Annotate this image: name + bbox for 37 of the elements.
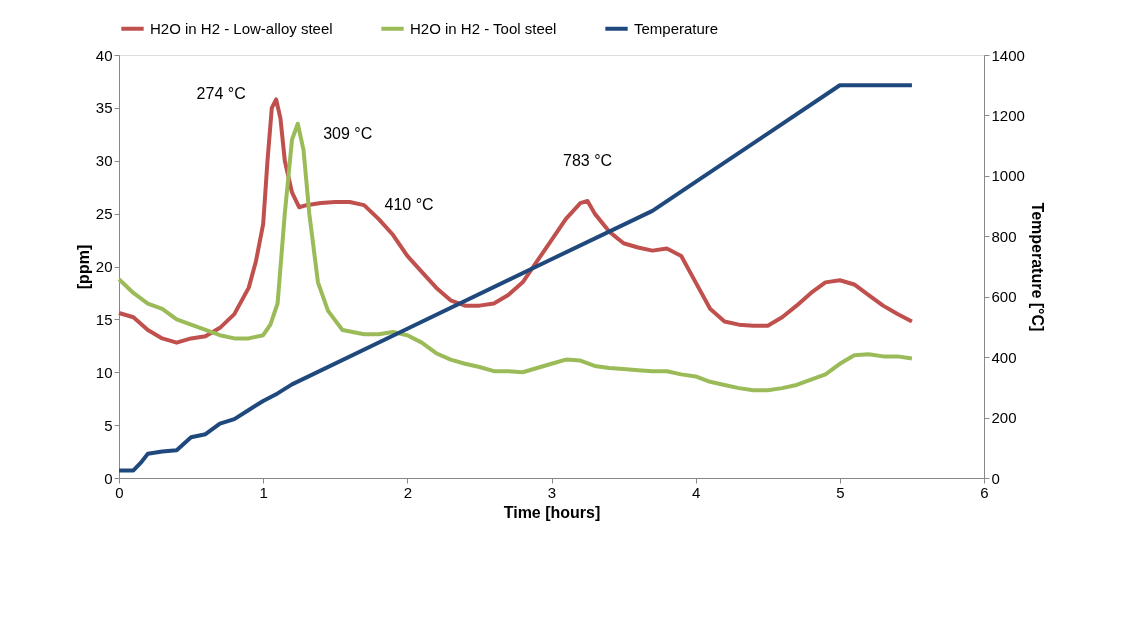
y-tick-label: 15 bbox=[95, 310, 113, 328]
y2-tick-label: 1400 bbox=[991, 46, 1025, 64]
x-tick-label: 6 bbox=[980, 483, 989, 501]
y-tick-label: 0 bbox=[104, 469, 113, 487]
x-tick-label: 0 bbox=[115, 483, 124, 501]
x-axis-title: Time [hours] bbox=[503, 503, 601, 521]
y-axis-title: [ppm] bbox=[74, 244, 92, 290]
y2-axis-title: Temperature [°C] bbox=[1028, 202, 1046, 332]
line-series bbox=[117, 97, 914, 345]
annotation: 309 °C bbox=[323, 124, 373, 142]
annotation: 783 °C bbox=[562, 151, 613, 169]
y-tick-label: 10 bbox=[95, 363, 113, 381]
x-tick-label: 2 bbox=[403, 483, 413, 501]
y-tick-label: 5 bbox=[104, 416, 113, 434]
line-series bbox=[117, 121, 914, 393]
x-tick-label: 4 bbox=[691, 483, 701, 501]
line-series bbox=[117, 83, 914, 473]
annotation: 410 °C bbox=[384, 196, 434, 214]
y-tick-label: 40 bbox=[95, 46, 113, 64]
x-tick-label: 3 bbox=[547, 483, 557, 501]
y2-tick-label: 200 bbox=[991, 409, 1017, 427]
annotation: 274 °C bbox=[196, 85, 246, 103]
legend-label: Temperature bbox=[634, 19, 719, 37]
y-tick-label: 35 bbox=[95, 99, 113, 117]
y-tick-label: 25 bbox=[95, 205, 113, 223]
y2-tick-label: 400 bbox=[991, 348, 1017, 366]
x-tick-label: 1 bbox=[259, 483, 268, 501]
legend-label: H2O in H2 - Tool steel bbox=[410, 19, 557, 37]
y2-tick-label: 1000 bbox=[991, 167, 1025, 185]
y-tick-label: 20 bbox=[95, 258, 113, 275]
y-tick-label: 30 bbox=[95, 152, 113, 170]
y2-tick-label: 600 bbox=[991, 288, 1017, 306]
y2-tick-label: 1200 bbox=[991, 106, 1025, 124]
legend-label: H2O in H2 - Low-alloy steel bbox=[150, 19, 333, 37]
y2-tick-label: 0 bbox=[991, 469, 1000, 487]
y2-tick-label: 800 bbox=[991, 227, 1017, 245]
x-tick-label: 5 bbox=[836, 483, 845, 501]
